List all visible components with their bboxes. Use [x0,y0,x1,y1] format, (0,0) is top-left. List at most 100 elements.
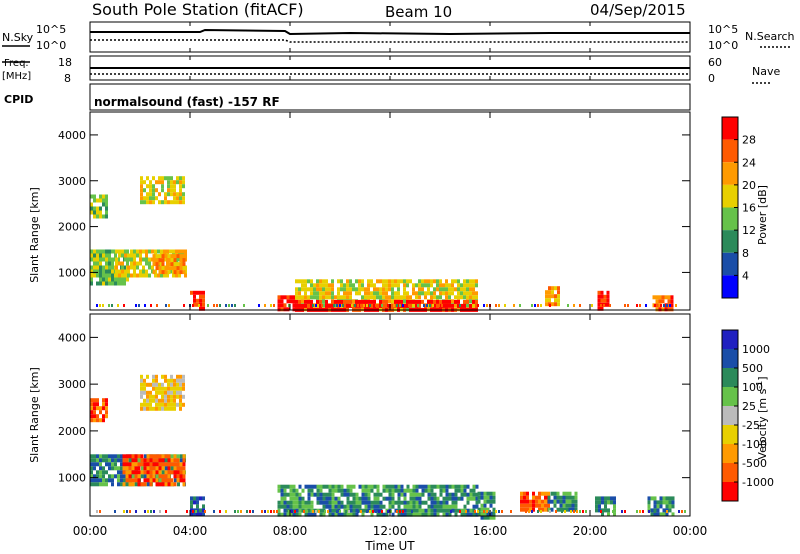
x-tick-label: 08:00 [273,524,308,538]
echo-cell [136,253,139,258]
echo-cell [520,499,523,504]
echo-cell [161,474,165,479]
echo-cell [102,265,105,270]
echo-cell [96,478,99,483]
echo-cell [639,304,641,307]
colorbar-swatch [722,252,738,276]
echo-cell [361,488,365,493]
echo-cell [182,200,185,205]
echo-cell [396,304,398,307]
echo-cell [155,402,158,407]
echo-cell [382,287,385,292]
echo-cell [310,279,313,284]
echo-cell [659,504,663,509]
echo-cell [427,279,430,284]
echo-cell [292,299,296,304]
echo-cell [659,496,663,501]
echo-cell [140,192,143,197]
echo-cell [454,512,458,517]
echo-cell [412,492,416,497]
echo-cell [466,303,469,308]
echo-cell [90,474,93,479]
echo-cell [406,508,410,513]
echo-cell [545,302,548,307]
echo-cell [547,503,550,508]
echo-cell [161,454,165,459]
echo-cell [161,270,165,275]
echo-cell [146,458,150,463]
cpid-panel-frame [89,83,691,111]
echo-cell [252,510,254,513]
echo-cell [298,484,302,489]
echo-cell [477,511,481,516]
echo-cell [170,390,173,395]
echo-cell [243,304,245,307]
colorbar-tick-label: -100 [742,438,767,451]
echo-cell [193,508,196,513]
echo-cell [417,304,419,307]
echo-cell [292,492,296,497]
echo-cell [152,398,155,403]
echo-cell [137,478,141,483]
echo-cell [394,484,398,489]
echo-cell [182,196,185,201]
echo-cell [667,307,671,312]
echo-cell [102,249,105,254]
echo-cell [99,249,102,254]
echo-cell [486,511,490,516]
echo-cell [520,507,523,512]
echo-cell [531,304,533,307]
echo-cell [313,295,316,300]
echo-cell [102,194,105,199]
echo-cell [202,306,205,311]
echo-cell [445,492,449,497]
echo-cell [115,269,118,274]
echo-cell [445,287,448,292]
echo-cell [99,418,102,423]
echo-cell [202,512,205,517]
echo-cell [331,484,335,489]
echo-cell [202,508,205,513]
echo-cell [457,303,460,308]
echo-cell [304,287,307,292]
echo-cell [385,279,388,284]
echo-cell [400,488,404,493]
echo-cell [675,304,677,307]
echo-cell [145,253,148,258]
echo-cell [475,504,479,509]
echo-cell [406,291,409,296]
echo-cell [161,402,164,407]
echo-cell [433,287,436,292]
echo-cell [158,458,162,463]
echo-cell [105,249,108,254]
echo-cell [134,462,138,467]
echo-cell [400,303,403,308]
echo-cell [277,307,281,312]
echo-cell [547,491,550,496]
echo-cell [167,378,170,383]
echo-cell [411,510,413,513]
echo-cell [475,492,479,497]
echo-cell [316,299,319,304]
echo-cell [176,394,179,399]
colorbar-tick-label: 12 [742,224,756,237]
echo-cell [334,504,338,509]
echo-cell [538,499,541,504]
echo-cell [155,196,158,201]
echo-cell [301,279,304,284]
echo-cell [331,492,335,497]
echo-cell [182,482,186,487]
echo-cell [173,200,176,205]
echo-cell [346,500,350,505]
echo-cell [388,504,392,509]
echo-cell [358,496,362,501]
echo-cell [163,273,166,278]
echo-cell [138,458,141,463]
echo-cell [289,488,293,493]
echo-cell [179,462,183,467]
echo-cell [167,386,170,391]
echo-cell [114,510,116,513]
echo-cell [158,474,162,479]
echo-cell [170,394,173,399]
echo-cell [361,279,364,284]
